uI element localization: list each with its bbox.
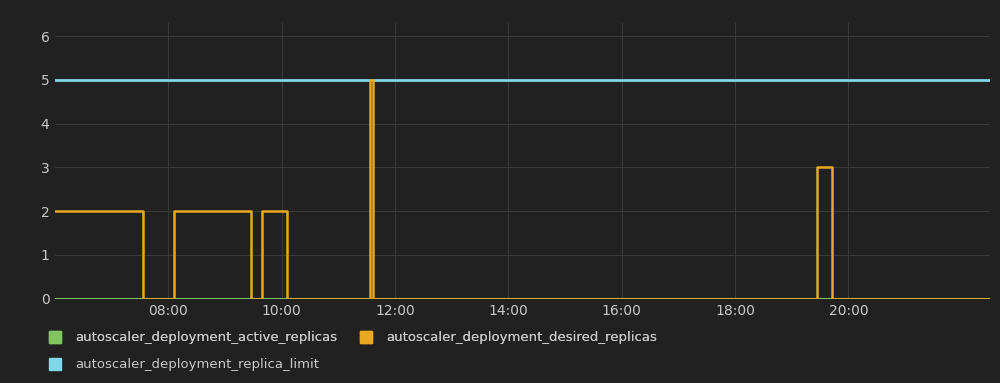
Legend: autoscaler_deployment_active_replicas, autoscaler_deployment_desired_replicas: autoscaler_deployment_active_replicas, a… bbox=[37, 326, 662, 350]
Legend: autoscaler_deployment_replica_limit: autoscaler_deployment_replica_limit bbox=[37, 353, 324, 376]
